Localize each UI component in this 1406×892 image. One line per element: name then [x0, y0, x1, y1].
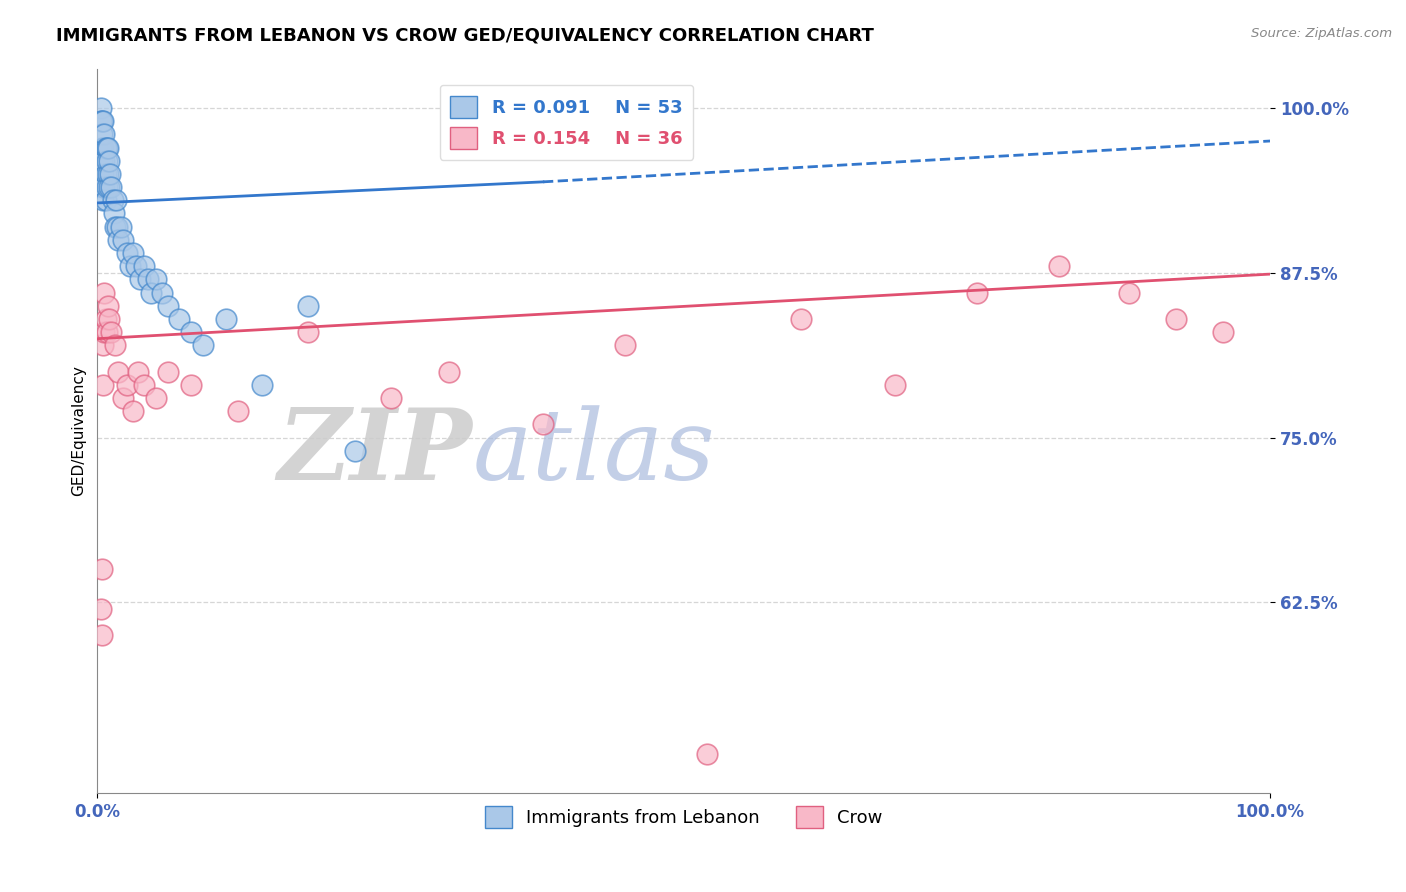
Point — [93, 325, 115, 339]
Point — [790, 312, 813, 326]
Point — [94, 167, 117, 181]
Point — [115, 246, 138, 260]
Point — [156, 299, 179, 313]
Point — [1212, 325, 1234, 339]
Point — [180, 377, 202, 392]
Point — [91, 194, 114, 208]
Point — [110, 219, 132, 234]
Point — [97, 299, 120, 313]
Point — [1047, 259, 1070, 273]
Point — [226, 404, 249, 418]
Point — [696, 747, 718, 761]
Point — [141, 285, 163, 300]
Point — [112, 391, 135, 405]
Point — [104, 338, 127, 352]
Point — [380, 391, 402, 405]
Point — [90, 602, 112, 616]
Text: IMMIGRANTS FROM LEBANON VS CROW GED/EQUIVALENCY CORRELATION CHART: IMMIGRANTS FROM LEBANON VS CROW GED/EQUI… — [56, 27, 875, 45]
Point — [883, 377, 905, 392]
Point — [100, 325, 122, 339]
Point — [1166, 312, 1188, 326]
Point — [90, 140, 112, 154]
Point — [91, 153, 114, 168]
Text: Source: ZipAtlas.com: Source: ZipAtlas.com — [1251, 27, 1392, 40]
Point — [180, 325, 202, 339]
Point — [96, 140, 118, 154]
Point — [91, 140, 114, 154]
Point — [104, 219, 127, 234]
Point — [93, 128, 115, 142]
Point — [91, 338, 114, 352]
Point — [105, 194, 128, 208]
Point — [120, 259, 142, 273]
Point — [93, 285, 115, 300]
Point — [136, 272, 159, 286]
Point — [91, 180, 114, 194]
Point — [297, 299, 319, 313]
Point — [96, 153, 118, 168]
Point — [531, 417, 554, 432]
Point — [169, 312, 191, 326]
Point — [1118, 285, 1140, 300]
Y-axis label: GED/Equivalency: GED/Equivalency — [72, 366, 86, 496]
Point — [145, 391, 167, 405]
Point — [93, 180, 115, 194]
Point — [344, 443, 367, 458]
Point — [101, 194, 124, 208]
Point — [145, 272, 167, 286]
Point — [134, 377, 156, 392]
Point — [614, 338, 637, 352]
Point — [100, 180, 122, 194]
Point — [115, 377, 138, 392]
Point — [156, 365, 179, 379]
Point — [97, 140, 120, 154]
Point — [112, 233, 135, 247]
Point — [94, 194, 117, 208]
Point — [90, 114, 112, 128]
Point — [98, 180, 121, 194]
Point — [93, 153, 115, 168]
Point — [90, 101, 112, 115]
Point — [91, 167, 114, 181]
Point — [91, 128, 114, 142]
Point — [107, 233, 129, 247]
Text: atlas: atlas — [472, 405, 716, 500]
Point — [127, 365, 149, 379]
Point — [121, 246, 143, 260]
Point — [91, 628, 114, 642]
Text: ZIP: ZIP — [277, 404, 472, 501]
Point — [91, 180, 114, 194]
Point — [107, 365, 129, 379]
Point — [128, 272, 150, 286]
Point — [125, 259, 148, 273]
Point — [94, 140, 117, 154]
Point — [966, 285, 988, 300]
Point — [134, 259, 156, 273]
Point — [121, 404, 143, 418]
Point — [96, 325, 118, 339]
Point — [91, 114, 114, 128]
Point — [98, 153, 121, 168]
Point — [94, 312, 117, 326]
Point — [91, 562, 114, 576]
Point — [250, 377, 273, 392]
Point — [103, 206, 125, 220]
Point — [215, 312, 238, 326]
Point — [97, 167, 120, 181]
Point — [91, 114, 114, 128]
Point — [150, 285, 173, 300]
Point — [91, 377, 114, 392]
Point — [98, 167, 121, 181]
Point — [437, 365, 460, 379]
Point — [105, 219, 128, 234]
Point — [297, 325, 319, 339]
Legend: Immigrants from Lebanon, Crow: Immigrants from Lebanon, Crow — [478, 798, 890, 835]
Point — [98, 312, 121, 326]
Point — [191, 338, 214, 352]
Point — [96, 180, 118, 194]
